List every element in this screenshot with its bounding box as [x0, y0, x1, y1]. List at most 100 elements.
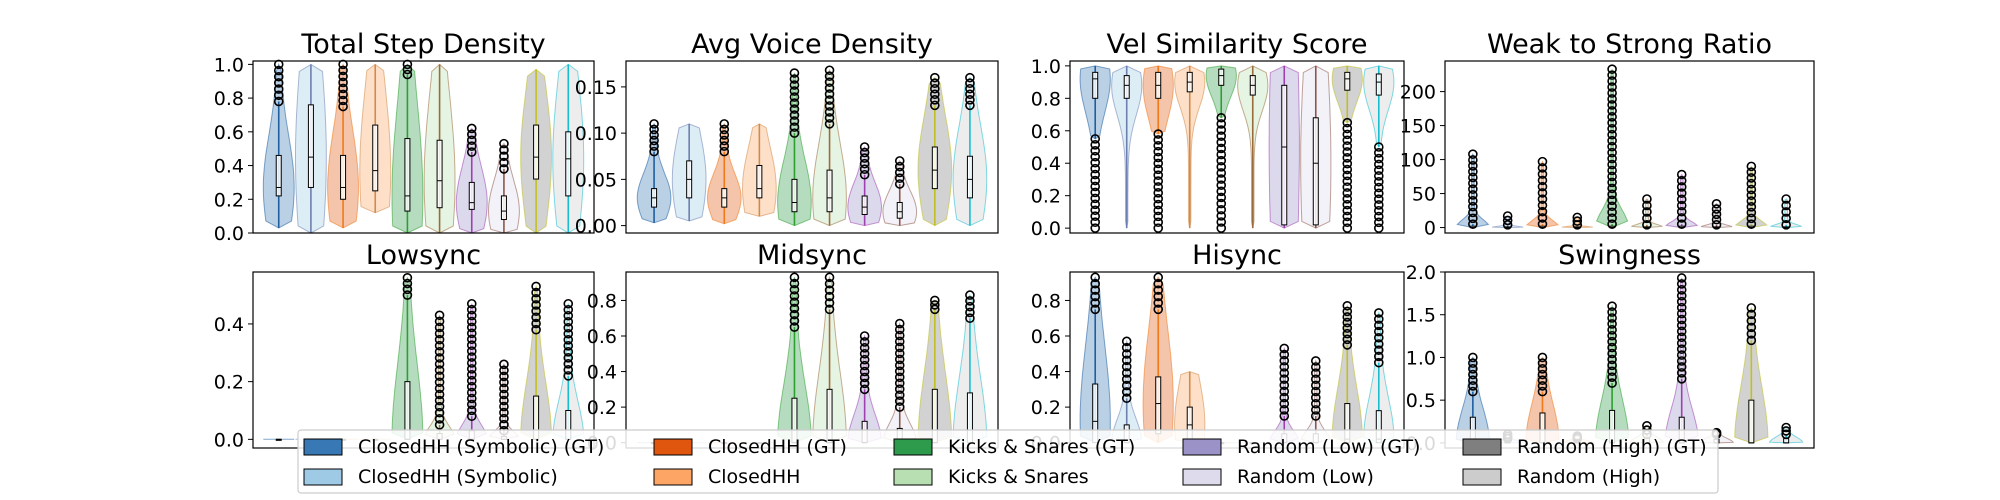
outlier-point: [402, 64, 413, 75]
outlier-point: [1153, 223, 1164, 233]
violin-9: [952, 290, 988, 444]
outlier-point: [1090, 285, 1101, 295]
outlier-point: [1642, 213, 1652, 224]
outlier-point: [1468, 207, 1478, 218]
outlier-point: [824, 285, 835, 295]
iqr-box: [340, 154, 347, 200]
violin-2: [327, 59, 360, 229]
outlier-point: [1468, 381, 1478, 391]
violin-3: [1174, 371, 1206, 444]
legend-swatch: [1182, 468, 1222, 486]
outlier-point: [894, 156, 905, 166]
y-tick-label: 0.0: [1031, 218, 1061, 240]
outlier-point: [434, 383, 445, 394]
outlier-point: [1373, 200, 1384, 210]
outlier-point: [789, 322, 800, 332]
outlier-point: [649, 146, 659, 157]
outlier-point: [719, 119, 730, 129]
outlier-point: [859, 164, 870, 174]
violin-2: [1142, 272, 1174, 444]
outlier-point: [1607, 82, 1617, 92]
outlier-point: [1121, 380, 1132, 391]
outlier-point: [1676, 308, 1687, 319]
outlier-point: [859, 147, 870, 158]
violin-7: [882, 318, 917, 444]
outlier-point: [466, 393, 477, 404]
legend-frame: [297, 429, 1719, 494]
outlier-point: [1642, 194, 1652, 204]
outlier-point: [1502, 220, 1513, 230]
outlier-point: [434, 359, 445, 369]
outlier-point: [859, 378, 870, 389]
legend-label: Random (Low) (GT): [1237, 436, 1420, 458]
violin-9: [552, 63, 585, 234]
outlier-point: [1373, 165, 1384, 175]
violin-0: [1079, 65, 1111, 233]
y-tick-label: 0.5: [1406, 390, 1436, 412]
outlier-point: [1279, 374, 1290, 384]
outlier-point: [1502, 215, 1513, 226]
outlier-point: [563, 347, 574, 357]
outlier-point: [338, 77, 348, 88]
violin-2: [1142, 65, 1174, 233]
violin-6: [1268, 65, 1300, 229]
outlier-point: [824, 298, 835, 308]
outlier-point: [1676, 194, 1687, 205]
outlier-point: [859, 331, 870, 341]
outlier-point: [1537, 163, 1548, 173]
violin-6: [1269, 343, 1300, 444]
y-tick-label: 150: [1400, 116, 1436, 138]
outlier-point: [1537, 381, 1548, 391]
outlier-point: [1342, 312, 1353, 322]
outlier-point: [824, 107, 835, 117]
violin-4: [1594, 301, 1630, 444]
iqr-box: [1312, 117, 1319, 226]
violin-1: [1492, 211, 1524, 230]
y-tick-label: 0.15: [575, 77, 617, 99]
outlier-point: [1676, 182, 1687, 192]
iqr-box: [307, 104, 314, 188]
outlier-point: [1090, 205, 1101, 216]
outlier-point: [563, 371, 574, 381]
outlier-point: [1216, 155, 1227, 166]
outlier-point: [434, 328, 445, 339]
outlier-point: [1342, 300, 1353, 311]
outlier-point: [1373, 159, 1384, 170]
legend-label: Random (High): [1517, 466, 1660, 488]
outlier-point: [466, 358, 477, 368]
outlier-point: [466, 135, 477, 146]
outlier-point: [1342, 328, 1353, 339]
outlier-point: [402, 290, 413, 300]
outlier-point: [1310, 398, 1321, 409]
outlier-point: [1676, 368, 1687, 378]
violin-8: [1331, 300, 1363, 444]
outlier-point: [1279, 343, 1290, 354]
outlier-point: [1153, 129, 1164, 139]
outlier-point: [466, 399, 477, 410]
outlier-point: [894, 384, 905, 395]
violin-body: [1664, 277, 1699, 444]
y-tick-label: 0.2: [1031, 186, 1061, 208]
outlier-point: [1746, 219, 1757, 229]
iqr-box: [826, 169, 833, 213]
outlier-point: [649, 141, 659, 151]
outlier-point: [824, 291, 835, 302]
outlier-point: [1090, 175, 1101, 186]
outlier-point: [1373, 142, 1384, 152]
legend-label: Kicks & Snares: [948, 466, 1089, 488]
panel-title: Weak to Strong Ratio: [1487, 29, 1772, 60]
iqr-box: [1281, 84, 1288, 226]
outlier-point: [1090, 211, 1101, 222]
outlier-point: [563, 359, 574, 369]
y-tick-label: 1.5: [1406, 305, 1436, 327]
outlier-point: [1468, 155, 1478, 165]
outlier-point: [1342, 317, 1353, 328]
outlier-point: [1342, 334, 1353, 345]
outlier-point: [1342, 176, 1353, 187]
outlier-point: [1216, 143, 1227, 154]
outlier-point: [1153, 176, 1164, 186]
outlier-point: [965, 78, 975, 88]
outlier-point: [824, 113, 835, 123]
outlier-point: [789, 98, 800, 108]
outlier-point: [1537, 375, 1548, 386]
